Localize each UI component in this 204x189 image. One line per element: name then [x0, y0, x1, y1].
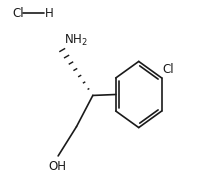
Text: Cl: Cl [163, 64, 174, 76]
Text: Cl: Cl [12, 7, 24, 20]
Text: OH: OH [48, 160, 66, 173]
Text: NH$_2$: NH$_2$ [64, 33, 88, 48]
Text: H: H [45, 7, 54, 20]
